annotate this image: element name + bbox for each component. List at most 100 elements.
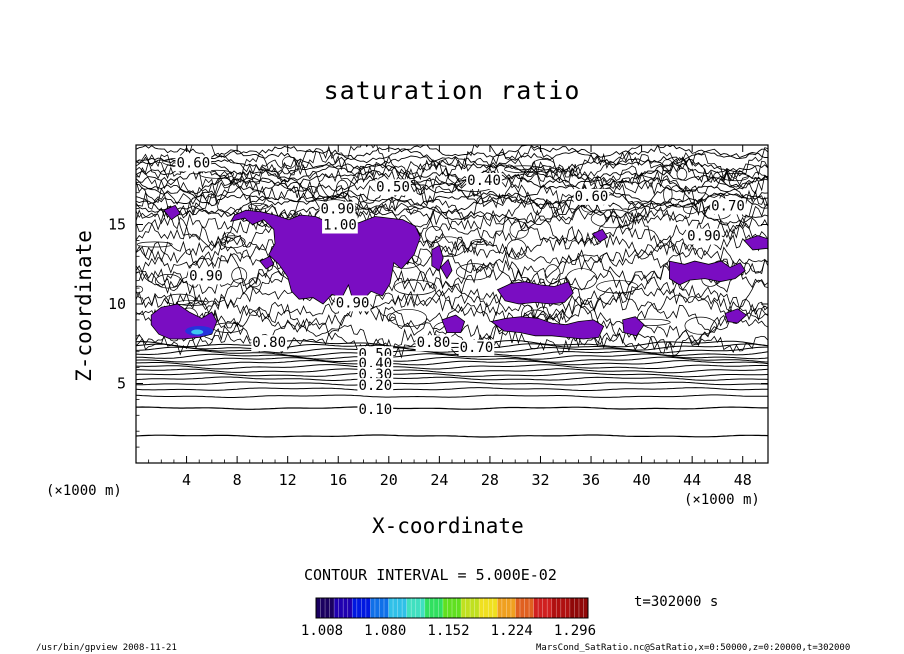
colorbar-swatch bbox=[574, 598, 580, 618]
contour-cell bbox=[663, 185, 673, 204]
contour-cell bbox=[509, 221, 529, 239]
colorbar-tick-label: 1.008 bbox=[301, 623, 343, 639]
contour-label-bg bbox=[319, 201, 356, 218]
contour-cell bbox=[222, 232, 236, 242]
contour-cell bbox=[219, 235, 246, 249]
contour-line bbox=[136, 394, 768, 398]
contour-line bbox=[136, 372, 768, 378]
contour-line bbox=[136, 406, 768, 410]
contour-line bbox=[136, 222, 768, 253]
contour-line bbox=[136, 364, 768, 370]
colorbar-swatch bbox=[515, 598, 521, 618]
supersaturated-region bbox=[259, 255, 275, 270]
colorbar-swatch bbox=[374, 598, 380, 618]
contour-cell bbox=[386, 313, 396, 321]
colorbar-swatch bbox=[538, 598, 544, 618]
contour-cell bbox=[175, 299, 209, 306]
colorbar-swatch bbox=[420, 598, 426, 618]
colorbar-swatch bbox=[510, 598, 516, 618]
colorbar-frame bbox=[315, 597, 589, 619]
contour-label: 0.10 bbox=[358, 402, 392, 418]
colorbar-swatch bbox=[520, 598, 526, 618]
x-tick-label: 36 bbox=[582, 471, 600, 489]
contour-line bbox=[136, 387, 768, 391]
x-axis-title: X-coordinate bbox=[372, 514, 524, 538]
contour-line bbox=[136, 169, 768, 189]
colorbar-tick-label: 1.080 bbox=[364, 623, 406, 639]
colorbar-swatch bbox=[479, 598, 485, 618]
contour-label-bg bbox=[334, 295, 371, 312]
x-tick-label: 4 bbox=[182, 471, 191, 489]
colorbar-swatch bbox=[542, 598, 548, 618]
colorbar-swatch bbox=[565, 598, 571, 618]
contour-label-bg bbox=[686, 228, 722, 245]
contour-label-bg bbox=[415, 335, 452, 352]
contour-label: 0.60 bbox=[575, 189, 609, 205]
x-tick-label: 44 bbox=[683, 471, 701, 489]
contour-cell bbox=[471, 239, 488, 246]
contour-cell bbox=[721, 172, 749, 182]
contour-cell bbox=[596, 280, 639, 294]
contour-cell bbox=[282, 156, 297, 169]
contour-label-bg bbox=[710, 198, 746, 215]
contour-line bbox=[136, 298, 768, 336]
colorbar-swatch bbox=[551, 598, 557, 618]
colorbar-swatch bbox=[406, 598, 412, 618]
contour-label: 0.90 bbox=[189, 268, 223, 284]
contour-cell bbox=[431, 236, 466, 257]
contour-cell bbox=[661, 159, 673, 172]
contour-cell bbox=[164, 293, 196, 305]
contour-line bbox=[136, 356, 768, 363]
x-tick-label: 40 bbox=[633, 471, 651, 489]
contour-line bbox=[136, 176, 768, 207]
contour-cell bbox=[565, 268, 598, 290]
x-tick-label: 16 bbox=[329, 471, 347, 489]
colorbar-swatch bbox=[583, 598, 589, 618]
colorbar-swatch bbox=[370, 598, 376, 618]
contour-cell bbox=[590, 209, 635, 229]
supersaturated-regions bbox=[150, 204, 768, 340]
contour-label-bg bbox=[573, 188, 610, 205]
contour-line bbox=[136, 155, 768, 175]
colorbar-swatch bbox=[316, 598, 322, 618]
supersaturated-region bbox=[669, 260, 746, 286]
contour-cell bbox=[247, 203, 269, 210]
contour-label-bg bbox=[322, 217, 358, 234]
footer-source: MarsCond_SatRatio.nc@SatRatio,x=0:50000,… bbox=[536, 643, 851, 653]
contour-line bbox=[136, 195, 768, 228]
supersaturated-region bbox=[431, 244, 444, 272]
colorbar-swatch bbox=[343, 598, 349, 618]
colorbar-swatch bbox=[347, 598, 353, 618]
x-tick-label: 12 bbox=[279, 471, 297, 489]
contour-cell bbox=[199, 169, 235, 179]
contour-line bbox=[136, 284, 768, 312]
contour-label-bg bbox=[466, 172, 502, 189]
x-tick-label: 28 bbox=[481, 471, 499, 489]
contour-label: 0.40 bbox=[467, 173, 501, 189]
x-tick-label: 24 bbox=[430, 471, 448, 489]
colorbar-swatch bbox=[388, 598, 394, 618]
colorbar-swatch bbox=[384, 598, 390, 618]
contour-label-bg bbox=[188, 268, 224, 285]
colorbar-swatch bbox=[365, 598, 371, 618]
y-axis: 5 10 15 bbox=[108, 160, 768, 448]
colorbar-swatch bbox=[506, 598, 512, 618]
contour-line bbox=[136, 206, 768, 234]
contour-label: 0.80 bbox=[252, 335, 286, 351]
contour-label: 0.90 bbox=[687, 229, 721, 245]
colorbar-swatch bbox=[334, 598, 340, 618]
y-tick-label: 5 bbox=[117, 375, 126, 393]
contour-label-group: 0.600.50 0.400.600.700.901.000.900.900.90… bbox=[175, 155, 746, 418]
colorbar-swatch bbox=[488, 598, 494, 618]
x-tick-label: 8 bbox=[233, 471, 242, 489]
contour-cell bbox=[389, 309, 428, 327]
contour-cell bbox=[248, 190, 266, 207]
supersaturated-region bbox=[496, 281, 574, 305]
colorbar-swatch bbox=[447, 598, 453, 618]
colorbar-swatch bbox=[501, 598, 507, 618]
contour-label-bg bbox=[175, 155, 212, 172]
colorbar-swatch bbox=[411, 598, 417, 618]
contour-label-bg bbox=[357, 378, 394, 395]
contour-interval-label: CONTOUR INTERVAL = 5.000E-02 bbox=[304, 566, 557, 584]
contour-cell bbox=[627, 201, 646, 221]
